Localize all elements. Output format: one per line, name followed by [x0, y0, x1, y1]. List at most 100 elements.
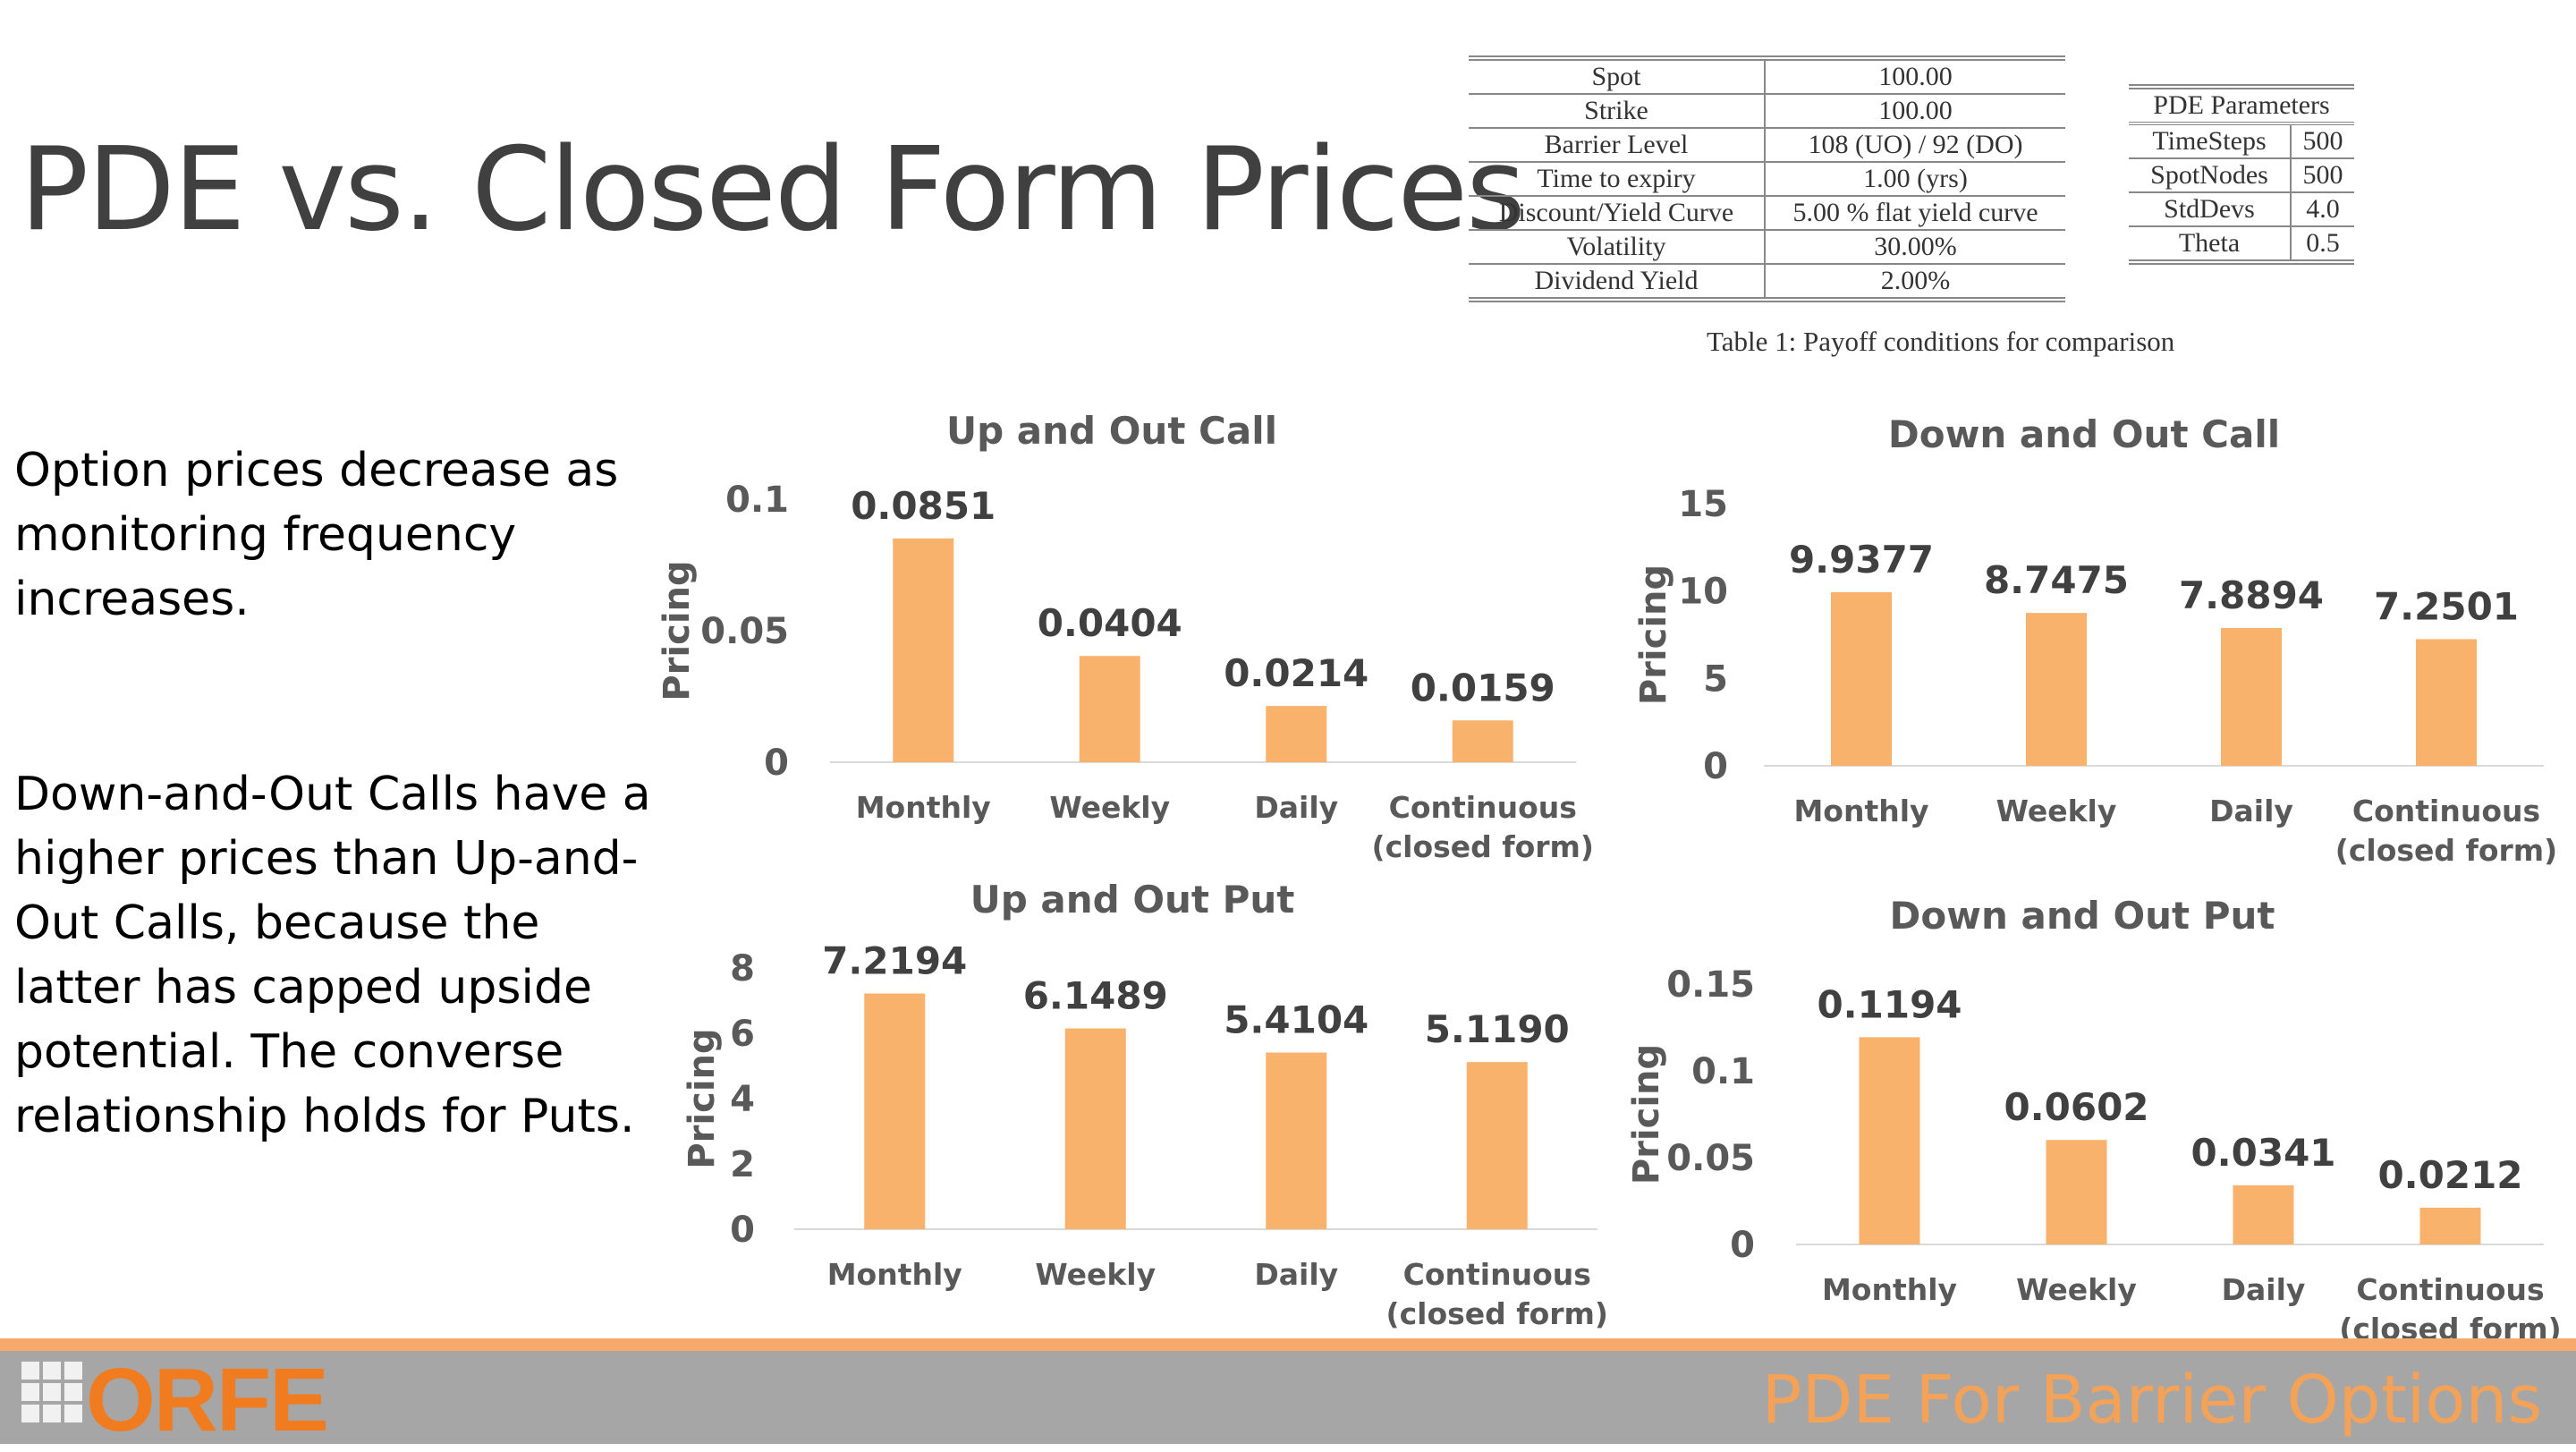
- table-cell-label: Dividend Yield: [1469, 263, 1766, 302]
- table-cell-label: SpotNodes: [2129, 157, 2292, 193]
- y-tick-label: 0: [730, 1210, 755, 1251]
- bar: [2026, 613, 2087, 766]
- table-cell-value: 30.00%: [1765, 229, 2065, 265]
- table-cell-value: 100.00: [1765, 55, 2065, 95]
- table-row: Theta 0.5: [2129, 225, 2354, 265]
- data-label: 0.0212: [2377, 1153, 2522, 1197]
- y-axis-label: Pricing: [1633, 565, 1674, 705]
- table-row: StdDevs 4.0: [2129, 191, 2354, 227]
- table-row: Spot 100.00: [1469, 55, 2065, 95]
- table-row: Dividend Yield 2.00%: [1469, 263, 2065, 302]
- y-tick-label: 10: [1678, 572, 1728, 613]
- x-tick-label: Monthly: [1793, 794, 1928, 828]
- bar: [1831, 591, 1892, 766]
- bar: [2416, 639, 2477, 766]
- table-row: Strike 100.00: [1469, 93, 2065, 129]
- x-tick-label: Monthly: [856, 790, 991, 825]
- table-cell-value: 5.00 % flat yield curve: [1765, 195, 2065, 231]
- bar: [1266, 706, 1327, 762]
- table-row: TimeSteps 500: [2129, 123, 2354, 159]
- x-tick-label: Daily: [1254, 790, 1338, 825]
- data-label: 7.2194: [822, 938, 967, 982]
- data-label: 0.0159: [1411, 666, 1555, 709]
- data-label: 7.2501: [2374, 584, 2519, 628]
- y-tick-label: 5: [1703, 658, 1728, 700]
- data-label: 0.0602: [2004, 1085, 2148, 1129]
- x-tick-label: Daily: [2209, 794, 2293, 828]
- table-cell-label: Discount/Yield Curve: [1469, 195, 1766, 231]
- y-tick-label: 4: [730, 1079, 755, 1120]
- chart-title: Up and Out Put: [970, 878, 1295, 921]
- chart-up-and-out-put: Up and Out Put Pricing 0 2 4 6 8 7.2194 Monthly 6…: [682, 878, 1608, 1331]
- x-tick-label: (closed form): [2335, 833, 2558, 868]
- x-tick-label: Weekly: [1049, 790, 1170, 825]
- x-tick-label: Weekly: [2016, 1272, 2137, 1307]
- body-text-comparison: Down-and-Out Calls have a higher prices …: [14, 768, 651, 1143]
- table-cell-value: 4.0: [2291, 191, 2354, 227]
- table-row: Discount/Yield Curve 5.00 % flat yield cu…: [1469, 195, 2065, 231]
- table-cell-value: 1.00 (yrs): [1765, 161, 2065, 197]
- x-tick-label: Weekly: [1035, 1257, 1156, 1292]
- y-tick-label: 0: [1703, 746, 1728, 787]
- y-tick-label: 2: [730, 1144, 755, 1185]
- bar: [1859, 1037, 1920, 1244]
- chart-title: Up and Out Call: [946, 409, 1277, 453]
- bar: [2419, 1207, 2481, 1244]
- payoff-conditions-table: Spot 100.00 Strike 100.00 Barrier Level 108 (…: [1469, 55, 2065, 302]
- table-cell-label: TimeSteps: [2129, 123, 2292, 159]
- data-label: 5.4104: [1224, 998, 1368, 1042]
- bar: [864, 993, 926, 1229]
- bar-charts: Up and Out Call Pricing 0 0.05 0.1 0.0851 Mont…: [657, 409, 2562, 1342]
- y-tick-label: 0.1: [725, 480, 789, 521]
- x-tick-label: (closed form): [2339, 1312, 2562, 1342]
- table-cell-label: Theta: [2129, 225, 2292, 265]
- table-cell-label: Strike: [1469, 93, 1766, 129]
- y-tick-label: 6: [730, 1014, 755, 1055]
- bar: [1079, 656, 1140, 762]
- bar: [893, 538, 954, 762]
- chart-down-and-out-call: Down and Out Call Pricing 0 5 10 15 9.9377 Mont…: [1633, 412, 2557, 868]
- chart-down-and-out-put: Down and Out Put Pricing 0 0.05 0.1 0.15 0.119…: [1626, 894, 2562, 1342]
- bar: [1452, 720, 1513, 762]
- x-tick-label: Daily: [2222, 1272, 2306, 1307]
- table-header: PDE Parameters: [2129, 84, 2354, 125]
- x-tick-label: Monthly: [827, 1257, 962, 1292]
- x-tick-label: Monthly: [1822, 1272, 1957, 1307]
- chart-title: Down and Out Call: [1888, 412, 2280, 456]
- x-tick-label: Continuous: [1403, 1257, 1591, 1292]
- y-tick-label: 0: [764, 743, 789, 784]
- x-tick-label: (closed form): [1385, 1296, 1608, 1331]
- slide-title: PDE vs. Closed Form Prices: [20, 123, 1526, 257]
- table-cell-value: 108 (UO) / 92 (DO): [1765, 127, 2065, 163]
- table-cell-value: 2.00%: [1765, 263, 2065, 302]
- table-cell-value: 500: [2291, 157, 2354, 193]
- bar: [1466, 1062, 1528, 1229]
- table-cell-value: 500: [2291, 123, 2354, 159]
- bar: [1266, 1052, 1327, 1229]
- table-row: Time to expiry 1.00 (yrs): [1469, 161, 2065, 197]
- chart-up-and-out-call: Up and Out Call Pricing 0 0.05 0.1 0.0851 Mont…: [657, 409, 1594, 864]
- data-label: 7.8894: [2179, 573, 2324, 617]
- data-label: 0.0851: [851, 484, 996, 528]
- data-label: 6.1489: [1023, 974, 1168, 1018]
- y-tick-label: 0.05: [700, 611, 789, 652]
- table-caption: Table 1: Payoff conditions for compariso…: [1707, 326, 2175, 357]
- data-label: 0.0341: [2190, 1131, 2335, 1175]
- y-axis-label: Pricing: [1626, 1044, 1667, 1185]
- data-label: 0.1194: [1817, 982, 1962, 1026]
- y-tick-label: 0.15: [1666, 964, 1755, 1006]
- table-cell-label: Barrier Level: [1469, 127, 1766, 163]
- data-label: 9.9377: [1789, 538, 1934, 582]
- table-row: Volatility 30.00%: [1469, 229, 2065, 265]
- x-tick-label: Weekly: [1996, 794, 2117, 828]
- x-tick-label: Daily: [1254, 1257, 1338, 1292]
- table-cell-value: 100.00: [1765, 93, 2065, 129]
- y-axis-label: Pricing: [682, 1028, 723, 1168]
- y-tick-label: 0.1: [1691, 1051, 1755, 1092]
- bar: [1064, 1028, 1126, 1229]
- data-label: 8.7475: [1984, 558, 2129, 602]
- x-tick-label: Continuous: [1389, 790, 1577, 825]
- table-cell-label: StdDevs: [2129, 191, 2292, 227]
- y-tick-label: 0.05: [1666, 1138, 1755, 1179]
- y-axis-label: Pricing: [657, 560, 698, 701]
